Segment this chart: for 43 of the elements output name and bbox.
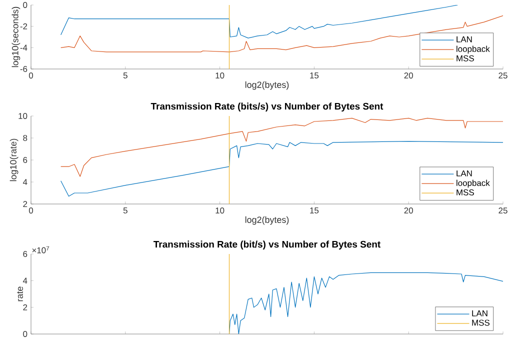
y-tick-label: 2 — [23, 201, 28, 207]
y-tick-label: 6 — [23, 251, 28, 257]
y-tick-label: -2 — [20, 23, 28, 30]
x-axis-title: log2(bytes) — [245, 216, 289, 225]
y-tick-label: 4 — [22, 179, 28, 185]
x-tick-label: 5 — [123, 208, 128, 214]
y-tick-label: 6 — [23, 157, 28, 163]
x-tick-label: 0 — [28, 72, 34, 79]
y-tick-label: -6 — [20, 66, 28, 72]
x-tick-label: 5 — [123, 72, 128, 78]
x-tick-label: 25 — [498, 208, 508, 214]
x-axis-title: log2(bytes) — [245, 81, 289, 90]
line-series — [60, 140, 504, 197]
legend-label: LAN — [472, 310, 488, 316]
legend-label: LAN — [456, 36, 472, 42]
y-tick-label: 4 — [22, 278, 28, 284]
legend-label: MSS — [456, 189, 474, 196]
y-tick-label: 8 — [23, 135, 28, 141]
x-tick-label: 25 — [498, 72, 508, 79]
legend-label: MSS — [456, 55, 474, 62]
y-tick-label: 0 — [23, 2, 28, 8]
x-tick-label: 10 — [216, 208, 224, 214]
legend-label: MSS — [472, 320, 490, 326]
x-tick-label: 15 — [310, 208, 319, 214]
x-tick-label: 0 — [28, 208, 34, 214]
y-tick-label: 0 — [23, 331, 28, 337]
y-tick-label: -4 — [20, 44, 28, 51]
y-tick-label: 10 — [18, 113, 28, 119]
legend-label: loopback — [456, 46, 490, 54]
x-tick-label: 20 — [404, 72, 413, 79]
x-tick-label: 15 — [310, 72, 319, 78]
y-axis-title: log10(rate) — [10, 138, 18, 182]
x-tick-label: 10 — [216, 72, 224, 79]
x-tick-label: 20 — [404, 208, 413, 214]
y-tick-label: 2 — [23, 304, 28, 310]
chart-title: Transmission Rate (bits/s) vs Number of Bytes Sent — [150, 102, 384, 112]
line-series — [60, 118, 504, 177]
y-axis-title: log10(seconds) — [12, 6, 20, 68]
text: ×10$^{7}$ — [32, 246, 50, 254]
legend-label: loopback — [456, 180, 490, 188]
legend-label: LAN — [456, 170, 472, 176]
chart-title: Transmission Rate (bit/s) vs Number of Bytes Sent — [154, 240, 380, 250]
y-axis-title: rate — [17, 286, 23, 302]
